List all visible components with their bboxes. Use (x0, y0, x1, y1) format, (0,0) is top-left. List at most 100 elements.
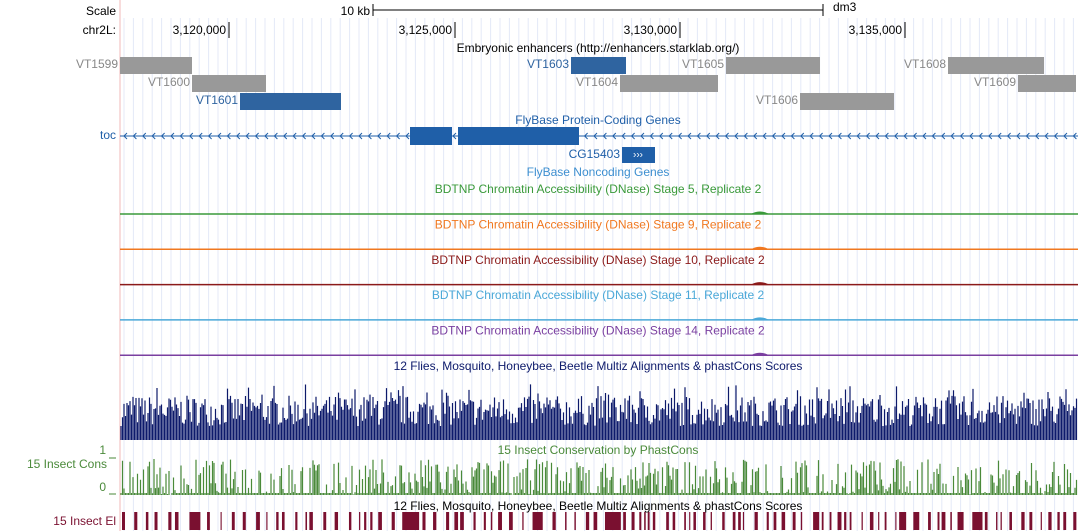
strand-arrow (283, 132, 288, 140)
conserved-element (552, 512, 556, 530)
strand-arrow (311, 132, 316, 140)
conserved-element (359, 512, 361, 530)
conserved-element (1057, 512, 1060, 530)
signal-peak (751, 246, 769, 250)
strand-arrow (847, 132, 852, 140)
conserved-element (391, 512, 395, 530)
strand-arrow (790, 132, 795, 140)
track-title: FlyBase Noncoding Genes (527, 165, 670, 179)
track-title: 12 Flies, Mosquito, Honeybee, Beetle Mul… (394, 499, 803, 513)
track-title: 12 Flies, Mosquito, Honeybee, Beetle Mul… (394, 359, 803, 373)
strand-arrow (959, 132, 964, 140)
strand-arrow (301, 132, 306, 140)
conserved-element (189, 512, 201, 530)
conserved-element (639, 512, 642, 530)
strand-arrow (724, 132, 729, 140)
strand-arrow (245, 132, 250, 140)
track-title: FlyBase Protein-Coding Genes (515, 113, 680, 127)
strand-arrow (189, 132, 194, 140)
strand-arrow (367, 132, 372, 140)
strand-arrow (828, 132, 833, 140)
conserved-element (821, 512, 824, 530)
conserved-element (950, 512, 952, 530)
strand-arrow (715, 132, 720, 140)
enhancer-label: VT1608 (904, 57, 946, 71)
gene-label: CG15403 (569, 147, 621, 161)
conserved-element (454, 512, 459, 530)
signal-peak (751, 282, 769, 286)
chrom-label: chr2L: (83, 23, 116, 37)
strand-arrow (395, 132, 400, 140)
enhancer (571, 57, 626, 74)
strand-arrow (640, 132, 645, 140)
conserved-element (813, 512, 820, 530)
strand-arrow (330, 132, 335, 140)
strand-arrow (696, 132, 701, 140)
conserved-element (781, 512, 786, 530)
strand-arrow (198, 132, 203, 140)
strand-arrow (706, 132, 711, 140)
strand-arrow (386, 132, 391, 140)
conserved-element (693, 512, 696, 530)
conserved-element (422, 512, 426, 530)
conserved-element (957, 512, 964, 530)
conserved-element (631, 512, 635, 530)
conserved-element (1040, 512, 1042, 530)
strand-arrow (583, 132, 588, 140)
enhancer (620, 75, 718, 92)
strand-arrow (1006, 132, 1011, 140)
strand-arrow (903, 132, 908, 140)
conserved-element (134, 512, 138, 530)
conserved-element (710, 512, 712, 530)
conserved-element (647, 512, 650, 530)
conserved-element (652, 512, 656, 530)
conserved-element (644, 512, 646, 530)
conserved-element (154, 512, 158, 530)
strand-arrow (734, 132, 739, 140)
conserved-element (666, 512, 669, 530)
strand-arrow (997, 132, 1002, 140)
strand-arrow (142, 132, 147, 140)
strand-arrow (922, 132, 927, 140)
conserved-element (145, 512, 149, 530)
conserved-element (174, 512, 179, 530)
scale-bar-label: 10 kb (341, 4, 371, 18)
conserved-element (1048, 512, 1052, 530)
axis-min: 0 (99, 480, 106, 494)
track-title: BDTNP Chromatin Accessibility (DNase) St… (435, 182, 762, 196)
position-label: 3,135,000 (849, 23, 903, 37)
noncoding-gene (622, 147, 655, 163)
strand-arrow (593, 132, 598, 140)
conserved-element (869, 512, 874, 530)
conserved-element (899, 512, 907, 530)
signal-peak (751, 352, 769, 356)
strand-arrow (612, 132, 617, 140)
strand-arrow (358, 132, 363, 140)
track-title: Embryonic enhancers (http://enhancers.st… (457, 41, 740, 55)
conserved-element (460, 512, 464, 530)
strand-arrow (123, 132, 128, 140)
conserved-element (522, 512, 524, 530)
strand-arrow (931, 132, 936, 140)
strand-arrow (254, 132, 259, 140)
strand-arrow (1035, 132, 1040, 140)
strand-arrow (264, 132, 269, 140)
conserved-element (849, 512, 852, 530)
strand-arrow (800, 132, 805, 140)
track-title: BDTNP Chromatin Accessibility (DNase) St… (431, 323, 765, 337)
enhancer (800, 93, 894, 110)
conserved-element (370, 512, 373, 530)
conserved-element (895, 512, 897, 530)
conserved-element (878, 512, 880, 530)
strand-arrow (217, 132, 222, 140)
track-title: BDTNP Chromatin Accessibility (DNase) St… (435, 217, 762, 231)
strand-arrow (762, 132, 767, 140)
strand-arrow (1016, 132, 1021, 140)
strand-arrow (621, 132, 626, 140)
conserved-element (509, 512, 513, 530)
enhancer-label: VT1605 (682, 57, 724, 71)
conserved-element (348, 512, 352, 530)
conserved-element (565, 512, 567, 530)
strand-arrow (687, 132, 692, 140)
conserved-element (446, 512, 450, 530)
